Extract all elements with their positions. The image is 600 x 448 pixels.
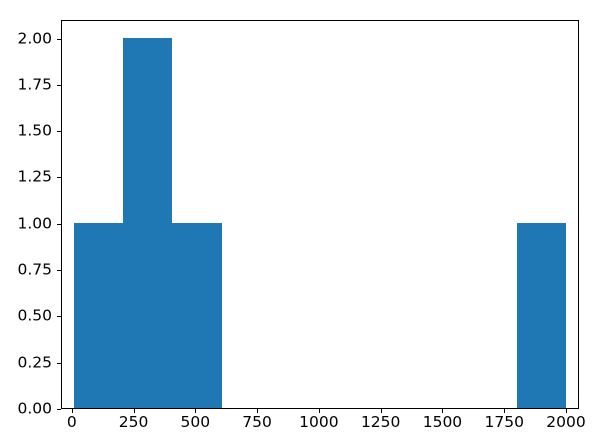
y-tick-label: 0.50 [17,306,52,325]
x-tick-mark [318,409,320,413]
x-tick-label: 2000 [546,413,586,431]
y-tick-label: 1.75 [17,75,52,94]
x-tick-mark [71,409,73,413]
y-tick-mark [57,316,61,318]
x-tick-label: 1500 [422,413,463,431]
x-tick-mark [504,409,506,413]
histogram-bar [172,222,222,408]
y-tick-mark [57,38,61,40]
y-tick-mark [57,177,61,179]
x-tick-label: 500 [180,413,211,431]
x-tick-label: 750 [242,413,272,431]
x-tick-label: 1750 [484,413,524,431]
histogram-bar [73,222,124,408]
y-tick-label: 1.50 [17,121,52,140]
histogram-bar [123,37,173,408]
y-tick-label: 0.75 [17,260,52,279]
x-tick-mark [442,409,444,413]
x-tick-mark [133,409,135,413]
x-tick-mark [195,409,197,413]
y-tick-label: 0.00 [17,399,52,418]
y-tick-label: 2.00 [17,28,52,47]
x-tick-label: 250 [118,413,149,431]
y-tick-mark [57,223,61,225]
x-tick-mark [380,409,382,413]
x-tick-mark [257,409,259,413]
x-tick-label: 1000 [299,413,339,431]
y-tick-label: 1.25 [17,167,52,186]
y-tick-mark [57,409,61,410]
histogram-bars-area [62,21,578,408]
y-tick-mark [57,131,61,133]
x-tick-label: 0 [66,413,77,431]
plot-axes [61,20,579,409]
y-tick-mark [57,270,61,272]
y-tick-mark [57,362,61,364]
y-tick-mark [57,84,61,86]
y-tick-label: 0.25 [17,352,52,371]
histogram-bar [516,222,566,408]
y-tick-label: 1.00 [17,214,52,232]
x-tick-label: 1250 [360,413,401,431]
x-tick-mark [566,409,568,413]
